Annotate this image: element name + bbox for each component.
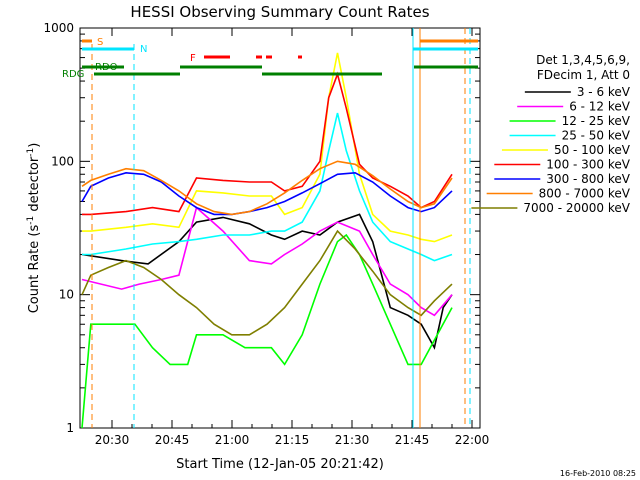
y-tick-label: 1	[66, 421, 74, 435]
y-tick-label: 1000	[43, 21, 74, 35]
series-line-7	[81, 160, 453, 216]
chart-title: HESSI Observing Summary Count Rates	[130, 3, 429, 21]
series-group	[81, 52, 453, 429]
legend-label-0: 3 - 6 keV	[577, 85, 631, 99]
footer-date: 16-Feb-2010 08:25	[560, 469, 636, 478]
x-tick-label: 21:30	[335, 433, 370, 447]
y-tick-label: 100	[51, 154, 74, 168]
plot-frame	[79, 27, 481, 429]
x-tick-label: 21:15	[275, 433, 310, 447]
y-tick-label: 10	[59, 288, 74, 302]
y-axis-label-mid: detector	[27, 156, 42, 216]
x-tick-label: 20:30	[95, 433, 130, 447]
x-tick-label: 21:45	[395, 433, 430, 447]
flag-label-4: RDG	[62, 69, 84, 80]
y-axis-label-sup2: -1	[26, 148, 36, 157]
x-tick-label: 22:00	[455, 433, 490, 447]
y-axis: 1 10 100 1000	[43, 21, 480, 435]
legend-label-3: 25 - 50 keV	[562, 129, 631, 143]
legend-label-8: 7000 - 20000 keV	[523, 201, 630, 215]
flag-label-1: N	[140, 44, 147, 55]
flag-group: S N F RDO RDG	[62, 28, 478, 428]
legend-label-7: 800 - 7000 keV	[539, 187, 631, 201]
series-line-6	[81, 171, 453, 216]
legend-header-2: FDecim 1, Att 0	[537, 68, 630, 82]
x-axis: 20:30 20:45 21:00 21:15 21:30 21:45 22:00	[95, 28, 490, 447]
x-tick-label: 21:00	[215, 433, 250, 447]
legend-label-5: 100 - 300 keV	[546, 158, 630, 172]
legend-label-4: 50 - 100 keV	[554, 143, 631, 157]
legend-label-1: 6 - 12 keV	[569, 100, 631, 114]
legend-label-2: 12 - 25 keV	[562, 114, 631, 128]
y-axis-label-end: )	[27, 143, 42, 148]
y-axis-label: Count Rate (s-1 detector-1)	[26, 143, 42, 314]
y-axis-label-main: Count Rate (s	[27, 225, 42, 314]
series-line-4	[82, 52, 453, 243]
x-axis-label: Start Time (12-Jan-05 20:21:42)	[176, 457, 384, 472]
y-axis-label-sup: -1	[26, 216, 36, 225]
series-line-8	[81, 229, 453, 336]
flag-label-2: F	[190, 53, 196, 64]
flag-label-0: S	[97, 37, 103, 48]
x-tick-label: 20:45	[155, 433, 190, 447]
legend-header-1: Det 1,3,4,5,6,9,	[536, 53, 630, 67]
series-line-2	[81, 233, 453, 429]
series-line-3	[82, 112, 453, 262]
legend-label-6: 300 - 800 keV	[546, 172, 630, 186]
series-line-1	[81, 206, 453, 317]
flag-label-3: RDO	[95, 62, 118, 73]
series-line-0	[81, 213, 453, 350]
